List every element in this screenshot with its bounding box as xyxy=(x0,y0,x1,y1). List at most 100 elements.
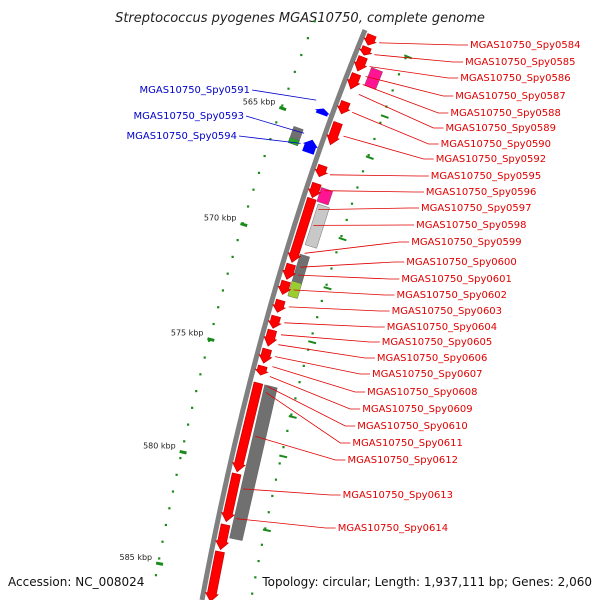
forward-gene-arrow xyxy=(204,550,225,600)
gene-label-forward: MGAS10750_Spy0595 xyxy=(431,171,541,182)
leader-line xyxy=(369,66,459,79)
forward-gene-arrow xyxy=(326,121,343,146)
gray-feature-block xyxy=(304,203,330,249)
minor-tick xyxy=(251,592,254,595)
major-tick xyxy=(207,337,215,342)
leader-line xyxy=(300,261,405,268)
major-tick xyxy=(240,222,248,228)
minor-tick xyxy=(316,316,319,319)
leader-line xyxy=(374,54,464,63)
minor-tick xyxy=(286,429,289,432)
minor-tick xyxy=(257,171,261,174)
leader-line xyxy=(265,392,351,444)
outer-tick xyxy=(338,236,347,242)
leader-line xyxy=(242,488,341,496)
forward-gene-arrow xyxy=(221,472,242,523)
outer-tick xyxy=(308,340,317,345)
minor-tick xyxy=(175,473,178,476)
outer-tick xyxy=(380,114,389,119)
gene-label-forward: MGAS10750_Spy0587 xyxy=(455,91,565,102)
reverse-gene-arrow xyxy=(314,108,330,117)
minor-tick xyxy=(154,574,158,577)
gene-label-forward: MGAS10750_Spy0607 xyxy=(372,369,482,380)
minor-tick xyxy=(231,255,234,258)
gene-label-forward: MGAS10750_Spy0598 xyxy=(416,220,526,231)
gene-label-forward: MGAS10750_Spy0612 xyxy=(348,455,458,466)
leader-line xyxy=(245,115,305,134)
gene-labels: MGAS10750_Spy0584 MGAS10750_Spy0585 MGAS10… xyxy=(127,40,581,534)
major-tick xyxy=(155,561,164,566)
forward-gene-arrow xyxy=(307,181,322,199)
leader-line xyxy=(297,274,400,280)
gray-feature-block xyxy=(229,384,278,541)
minor-tick xyxy=(379,121,382,124)
gene-label-forward: MGAS10750_Spy0606 xyxy=(377,353,487,364)
minor-tick xyxy=(311,332,314,335)
minor-tick xyxy=(274,478,278,481)
leader-line xyxy=(358,94,444,129)
accession-text: Accession: NC_008024 xyxy=(8,575,144,589)
leader-line xyxy=(365,76,454,97)
minor-tick xyxy=(278,462,281,465)
forward-gene-arrow xyxy=(282,262,296,280)
minor-tick xyxy=(335,251,338,254)
gene-label-reverse: MGAS10750_Spy0594 xyxy=(127,131,237,142)
minor-tick xyxy=(302,364,305,367)
forward-gene-arrow xyxy=(254,364,269,376)
gene-label-reverse: MGAS10750_Spy0593 xyxy=(134,111,244,122)
gene-label-forward: MGAS10750_Spy0602 xyxy=(397,290,507,301)
minor-tick xyxy=(171,490,175,493)
minor-tick xyxy=(199,373,202,376)
leader-line xyxy=(284,322,385,328)
gene-label-forward: MGAS10750_Spy0584 xyxy=(470,40,580,51)
leader-line xyxy=(288,306,390,312)
minor-tick xyxy=(164,523,168,527)
minor-tick xyxy=(282,446,285,449)
scale-label: 570 kbp xyxy=(204,214,237,223)
minor-tick xyxy=(179,456,182,460)
minor-tick xyxy=(367,154,370,157)
leader-line xyxy=(318,207,419,210)
scale-labels: 565 kbp 570 kbp 575 kbp 580 kbp 585 kbp xyxy=(120,97,276,562)
minor-tick xyxy=(158,557,161,560)
minor-tick xyxy=(217,306,220,309)
minor-tick xyxy=(257,559,260,563)
gene-label-forward: MGAS10750_Spy0586 xyxy=(460,73,570,84)
leader-line xyxy=(329,174,429,177)
minor-tick xyxy=(271,494,274,498)
forward-gene-arrow xyxy=(232,381,264,473)
leader-line xyxy=(238,135,301,144)
minor-tick xyxy=(267,511,270,514)
minor-tick xyxy=(345,218,348,222)
genome-summary-text: Topology: circular; Length: 1,937,111 bp… xyxy=(261,575,592,589)
outer-tick xyxy=(365,155,374,160)
gene-label-forward: MGAS10750_Spy0614 xyxy=(338,523,448,534)
outer-tick xyxy=(323,286,332,291)
minor-tick xyxy=(404,57,407,60)
leader-line xyxy=(352,111,439,145)
minor-tick xyxy=(221,289,224,292)
minor-tick xyxy=(264,527,267,530)
minor-tick xyxy=(293,70,296,73)
minor-tick xyxy=(161,540,164,543)
pink-feature-block xyxy=(316,187,334,206)
leader-line xyxy=(293,289,395,296)
leader-line xyxy=(272,366,366,393)
outer-tick xyxy=(279,454,288,459)
gene-arrows xyxy=(204,33,377,600)
minor-tick xyxy=(361,170,365,173)
label-leader-lines xyxy=(236,42,468,529)
forward-gene-arrow xyxy=(272,298,287,313)
gene-label-forward: MGAS10750_Spy0605 xyxy=(382,337,492,348)
scale-label: 575 kbp xyxy=(171,329,204,338)
leader-line xyxy=(269,376,361,410)
minor-tick xyxy=(340,235,343,238)
leader-line xyxy=(304,241,410,254)
forward-gene-arrow xyxy=(215,523,231,551)
major-tick xyxy=(278,105,287,112)
minor-tick xyxy=(191,406,194,409)
minor-tick xyxy=(183,440,186,443)
gene-label-forward: MGAS10750_Spy0603 xyxy=(392,306,502,317)
gene-label-forward: MGAS10750_Spy0588 xyxy=(450,108,560,119)
